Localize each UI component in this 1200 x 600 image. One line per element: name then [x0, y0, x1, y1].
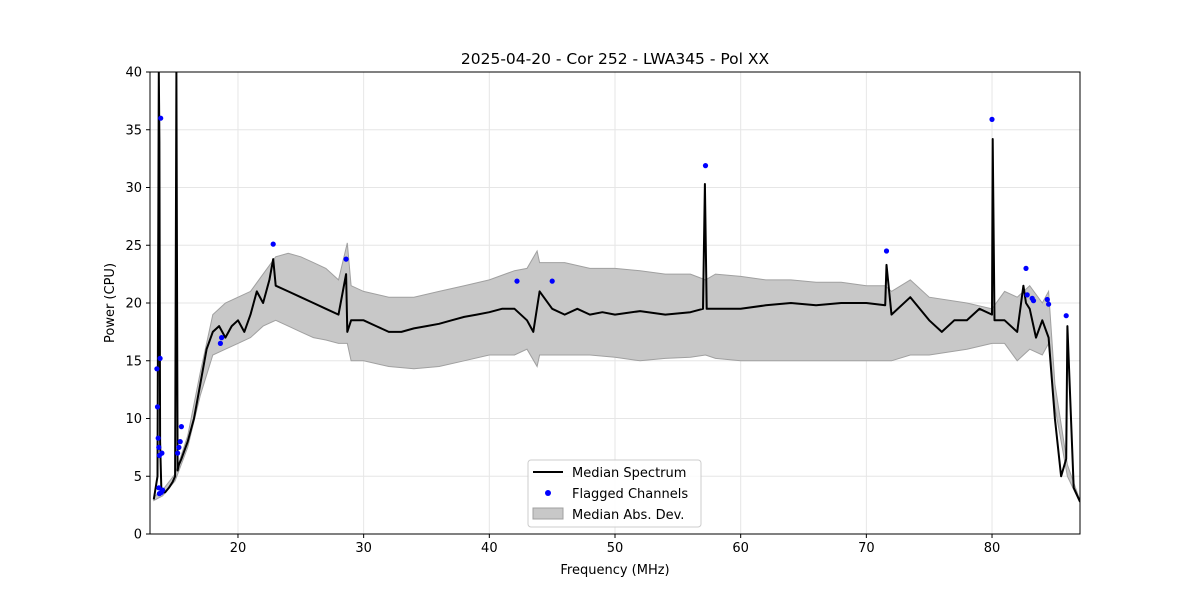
- legend-flagged-swatch: [545, 490, 551, 496]
- flagged-channel-point: [702, 163, 709, 169]
- chart-title: 2025-04-20 - Cor 252 - LWA345 - Pol XX: [461, 50, 770, 68]
- x-axis-ticks: 20 30 40 50 60 70 80: [230, 534, 1001, 556]
- flagged-channel-point: [514, 278, 520, 284]
- mad-band-layer: [153, 242, 1080, 504]
- flagged-channel-point: [155, 435, 161, 441]
- flagged-channel-point: [217, 340, 223, 346]
- legend: Median Spectrum Flagged Channels Median …: [527, 459, 702, 528]
- median-spectrum-line: [152, 72, 1080, 503]
- flagged-channel-point: [160, 487, 166, 493]
- flagged-channel-point: [177, 439, 183, 445]
- x-tick-label: 40: [481, 541, 498, 556]
- flagged-channel-point: [158, 115, 164, 121]
- x-tick-label: 50: [607, 541, 624, 556]
- flagged-channel-point: [156, 444, 162, 450]
- x-axis-label: Frequency (MHz): [560, 563, 669, 578]
- flagged-channel-point: [156, 485, 162, 491]
- y-tick-label: 30: [125, 181, 142, 196]
- flagged-channel-point: [176, 444, 182, 450]
- flagged-channel-point: [156, 491, 162, 497]
- flagged-channel-point: [1024, 292, 1030, 298]
- flagged-channel-point: [883, 248, 890, 254]
- flagged-channel-point: [157, 355, 163, 361]
- x-tick-label: 80: [984, 541, 1001, 556]
- legend-box: [527, 459, 702, 528]
- y-tick-label: 5: [134, 470, 142, 485]
- flagged-channel-point: [270, 241, 276, 247]
- y-tick-label: 10: [125, 412, 142, 427]
- flagged-channel-point: [1063, 313, 1069, 319]
- y-tick-label: 15: [125, 354, 142, 369]
- flagged-channel-point: [989, 116, 995, 122]
- x-tick-label: 60: [732, 541, 749, 556]
- flagged-channel-point: [159, 450, 165, 456]
- flagged-channel-point: [154, 404, 161, 410]
- flagged-channel-point: [219, 335, 225, 341]
- flagged-channel-point: [178, 424, 184, 430]
- x-tick-label: 30: [355, 541, 372, 556]
- flagged-channel-point: [1046, 301, 1052, 307]
- y-tick-label: 25: [125, 239, 142, 254]
- flagged-channel-point: [1044, 296, 1050, 303]
- y-tick-label: 40: [125, 66, 142, 81]
- flagged-channel-point: [343, 256, 349, 262]
- legend-flagged-label: Flagged Channels: [572, 487, 688, 502]
- flagged-channel-point: [1030, 298, 1037, 304]
- y-axis-label: Power (CPU): [103, 263, 118, 343]
- flagged-channel-point: [154, 366, 160, 372]
- median-line-layer: [152, 72, 1080, 503]
- legend-median-label: Median Spectrum: [572, 466, 686, 481]
- flagged-channel-point: [175, 450, 181, 456]
- y-tick-label: 35: [125, 123, 142, 138]
- legend-mad-label: Median Abs. Dev.: [572, 508, 684, 523]
- median-abs-dev-band: [153, 242, 1080, 504]
- legend-mad-swatch: [532, 507, 564, 520]
- flagged-channel-point: [549, 278, 555, 284]
- x-tick-label: 70: [858, 541, 875, 556]
- y-tick-label: 20: [125, 297, 142, 312]
- y-axis-ticks: 0 5 10 15 20 25 30 35 40: [125, 66, 150, 543]
- flagged-points-layer: [154, 115, 1069, 497]
- y-tick-label: 0: [134, 528, 142, 543]
- flagged-channel-point: [1023, 265, 1029, 271]
- x-tick-label: 20: [230, 541, 247, 556]
